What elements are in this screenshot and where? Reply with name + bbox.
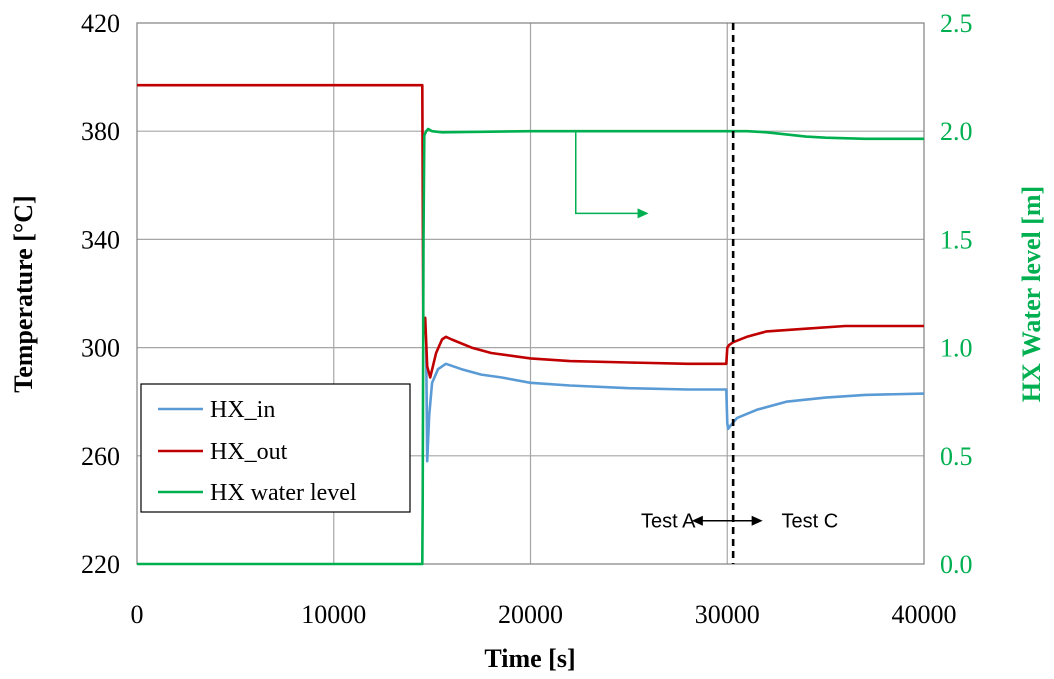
x-tick-label: 30000 <box>695 600 760 629</box>
y-tick-label: 220 <box>81 550 120 579</box>
y2-tick-label: 0.5 <box>940 442 973 471</box>
y2-tick-label: 0.0 <box>940 550 973 579</box>
y2-axis-title: HX Water level [m] <box>1017 186 1046 402</box>
x-axis-title: Time [s] <box>484 644 575 673</box>
legend-label-hx-out: HX_out <box>210 439 288 465</box>
legend-label-hx-in: HX_in <box>210 397 275 423</box>
annotation-test-c: Test C <box>782 511 839 533</box>
y-tick-label: 380 <box>81 117 120 146</box>
y2-tick-label: 1.0 <box>940 334 973 363</box>
x-tick-label: 20000 <box>498 600 563 629</box>
y-tick-label: 260 <box>81 442 120 471</box>
x-tick-label: 0 <box>131 600 144 629</box>
legend: HX_in HX_out HX water level <box>141 384 410 512</box>
x-tick-label: 40000 <box>892 600 957 629</box>
y-tick-label: 300 <box>81 334 120 363</box>
y-tick-label: 420 <box>81 9 120 38</box>
x-tick-label: 10000 <box>301 600 366 629</box>
y2-tick-label: 2.5 <box>940 9 973 38</box>
y2-tick-label: 2.0 <box>940 117 973 146</box>
y2-tick-label: 1.5 <box>940 225 973 254</box>
legend-label-hx-water-level: HX water level <box>210 480 357 506</box>
y-axis-title: Temperature [°C] <box>9 195 38 392</box>
annotation-test-a: Test A <box>641 511 696 533</box>
y-tick-label: 340 <box>81 225 120 254</box>
